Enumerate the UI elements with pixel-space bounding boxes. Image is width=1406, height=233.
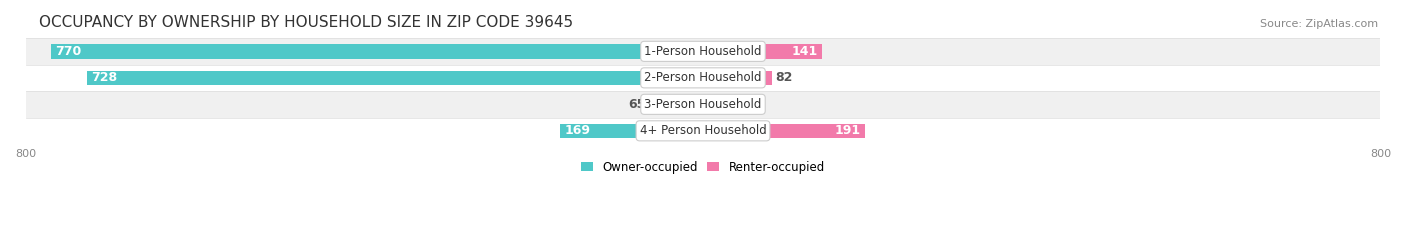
FancyBboxPatch shape [25,118,1381,144]
Bar [703,71,772,85]
Bar [560,123,703,138]
Text: 191: 191 [834,124,860,137]
FancyBboxPatch shape [25,38,1381,65]
Bar [648,97,703,112]
Text: 169: 169 [564,124,591,137]
Text: 22: 22 [724,98,742,111]
FancyBboxPatch shape [25,91,1381,118]
Bar [703,97,721,112]
Bar [51,44,703,59]
Text: 82: 82 [775,71,793,84]
Legend: Owner-occupied, Renter-occupied: Owner-occupied, Renter-occupied [576,156,830,178]
Text: Source: ZipAtlas.com: Source: ZipAtlas.com [1260,19,1378,29]
Bar [703,123,865,138]
Text: 1-Person Household: 1-Person Household [644,45,762,58]
Text: OCCUPANCY BY OWNERSHIP BY HOUSEHOLD SIZE IN ZIP CODE 39645: OCCUPANCY BY OWNERSHIP BY HOUSEHOLD SIZE… [39,15,574,30]
Text: 2-Person Household: 2-Person Household [644,71,762,84]
Text: 770: 770 [55,45,82,58]
Text: 65: 65 [628,98,645,111]
Bar [703,44,823,59]
Text: 3-Person Household: 3-Person Household [644,98,762,111]
FancyBboxPatch shape [25,65,1381,91]
Bar [87,71,703,85]
Text: 4+ Person Household: 4+ Person Household [640,124,766,137]
Text: 728: 728 [91,71,117,84]
Text: 141: 141 [792,45,818,58]
